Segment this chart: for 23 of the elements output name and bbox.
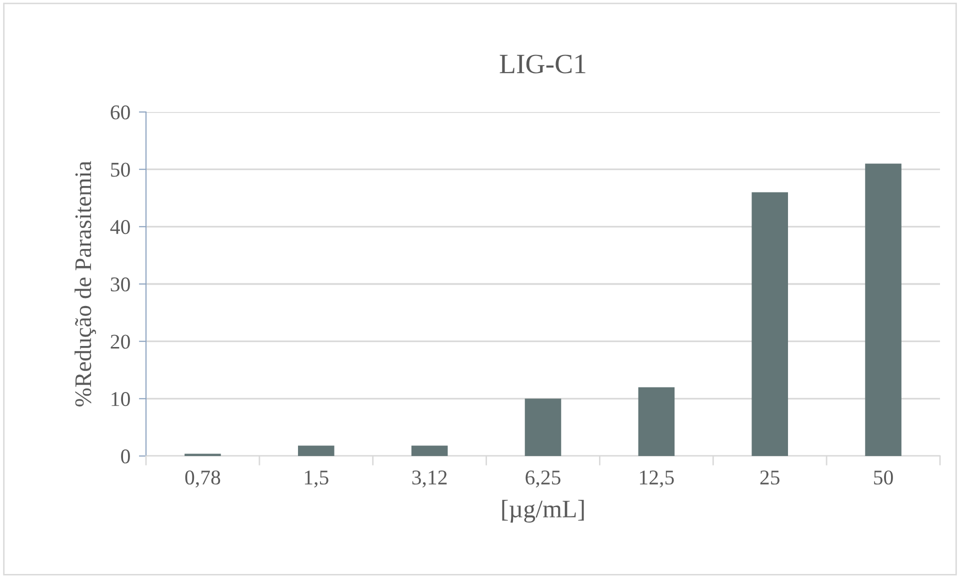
x-axis-title: [µg/mL] — [502, 500, 584, 523]
x-tick-label: 3,12 — [412, 470, 447, 488]
y-axis-title: %Redução de Parasitemia — [74, 161, 96, 406]
chart-title: LIG-C1 — [500, 54, 586, 74]
bar — [298, 446, 334, 456]
y-tick-label: 20 — [110, 334, 130, 349]
y-tick-label: 50 — [111, 162, 130, 177]
bar — [524, 398, 562, 456]
x-tick-label: 6,25 — [526, 470, 560, 488]
bar — [638, 387, 675, 456]
bar — [865, 164, 902, 456]
y-tick-label: 60 — [110, 105, 130, 120]
y-tick-label: 40 — [110, 220, 130, 234]
y-tick-label: 10 — [112, 392, 130, 406]
y-tick-label: 0 — [121, 449, 130, 464]
x-tick-label: 1,5 — [304, 470, 328, 488]
x-tick-label: 25 — [760, 470, 780, 485]
bar — [411, 446, 448, 456]
x-tick-label: 0,78 — [185, 470, 220, 488]
y-tick-label: 30 — [110, 277, 130, 292]
x-tick-label: 12,5 — [640, 470, 674, 488]
bar — [752, 192, 788, 456]
x-tick-label: 50 — [874, 470, 893, 485]
